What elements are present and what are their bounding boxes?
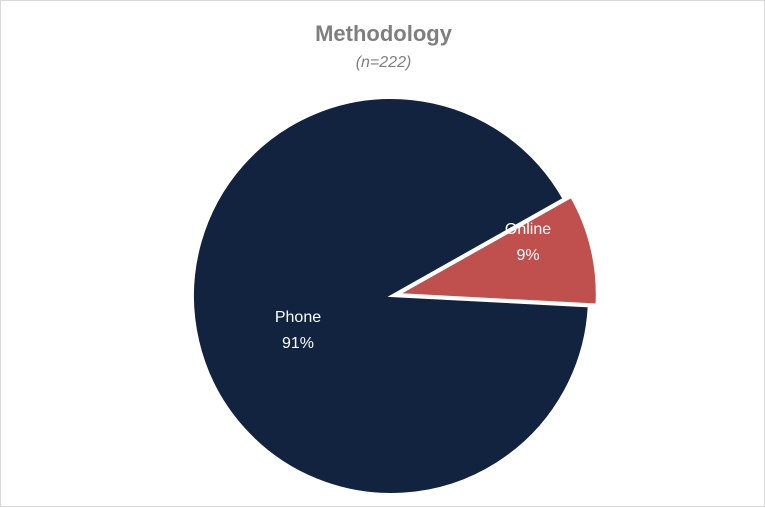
slice-value-phone: 91%	[282, 335, 314, 352]
pie-slice-phone	[192, 97, 590, 495]
chart-title: Methodology	[315, 21, 452, 46]
slice-label-phone: Phone	[275, 309, 321, 326]
chart-subtitle: (n=222)	[355, 54, 412, 71]
pie-slice-online	[395, 195, 598, 306]
slice-label-online: Online	[505, 221, 551, 238]
slice-value-online: 9%	[516, 247, 539, 264]
